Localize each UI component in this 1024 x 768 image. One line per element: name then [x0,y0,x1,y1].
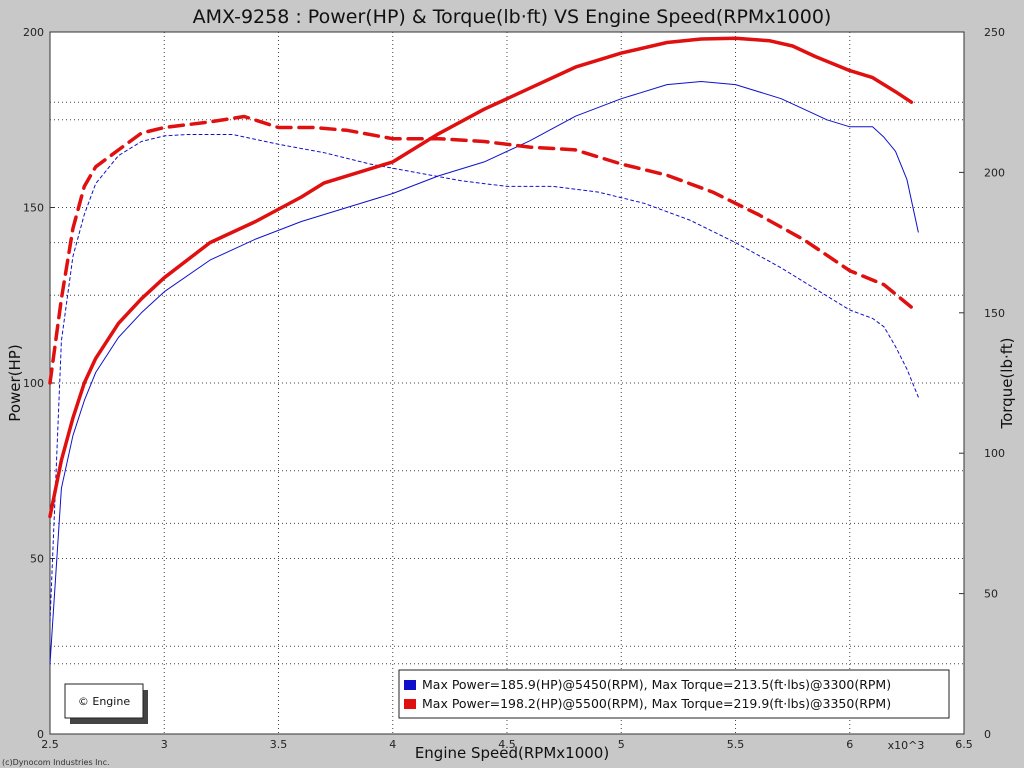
x-axis-label: Engine Speed(RPMx1000) [415,744,609,762]
y-left-tick-label: 150 [23,202,44,215]
series-line-blue-torque [49,134,919,623]
x-multiplier-label: x10^3 [888,739,925,752]
inset-label: © Engine [78,695,130,708]
copyright-text: (c)Dynocom Industries Inc. [2,758,110,767]
y-right-tick-label: 150 [984,307,1005,320]
x-tick-label: 5 [618,738,625,751]
axis-ticks: 2.5 3 3.5 4 4.5 5 5.5 6 6.5 0 50 100 150 200 0 50 100 150… [23,26,1005,751]
legend-swatch-blue [404,680,416,690]
y-left-tick-label: 0 [37,728,44,741]
chart-title: AMX-9258 : Power(HP) & Torque(lb·ft) VS … [193,6,832,28]
series-line-blue-power [49,81,919,665]
y-right-tick-label: 50 [984,588,998,601]
y-right-tick-label: 200 [984,166,1005,179]
x-tick-label: 2.5 [41,738,59,751]
legend-swatch-red [404,699,416,709]
y-right-tick-label: 250 [984,26,1005,39]
series-lines [48,36,919,665]
x-tick-label: 6.5 [955,738,973,751]
y-left-tick-label: 200 [23,26,44,39]
legend-entry-blue: Max Power=185.9(HP)@5450(RPM), Max Torqu… [422,677,891,692]
x-tick-label: 3.5 [270,738,288,751]
y-right-tick-label: 100 [984,447,1005,460]
series-line-red-torque [48,114,914,385]
grid-lines [50,32,964,734]
x-tick-label: 4.5 [498,738,516,751]
y-left-tick-label: 100 [23,377,44,390]
y-left-axis-label: Power(HP) [6,344,24,421]
x-tick-label: 6 [846,738,853,751]
x-tick-label: 5.5 [727,738,745,751]
y-right-axis-label: Torque(lb·ft) [998,337,1016,429]
y-left-tick-label: 50 [30,553,44,566]
engine-inset-box: © Engine [64,683,148,724]
x-tick-label: 4 [389,738,396,751]
y-right-tick-label: 0 [984,728,991,741]
legend-entry-red: Max Power=198.2(HP)@5500(RPM), Max Torqu… [422,696,891,711]
series-line-red-power [48,36,914,519]
x-tick-label: 3 [161,738,168,751]
legend: Max Power=185.9(HP)@5450(RPM), Max Torqu… [398,669,950,719]
